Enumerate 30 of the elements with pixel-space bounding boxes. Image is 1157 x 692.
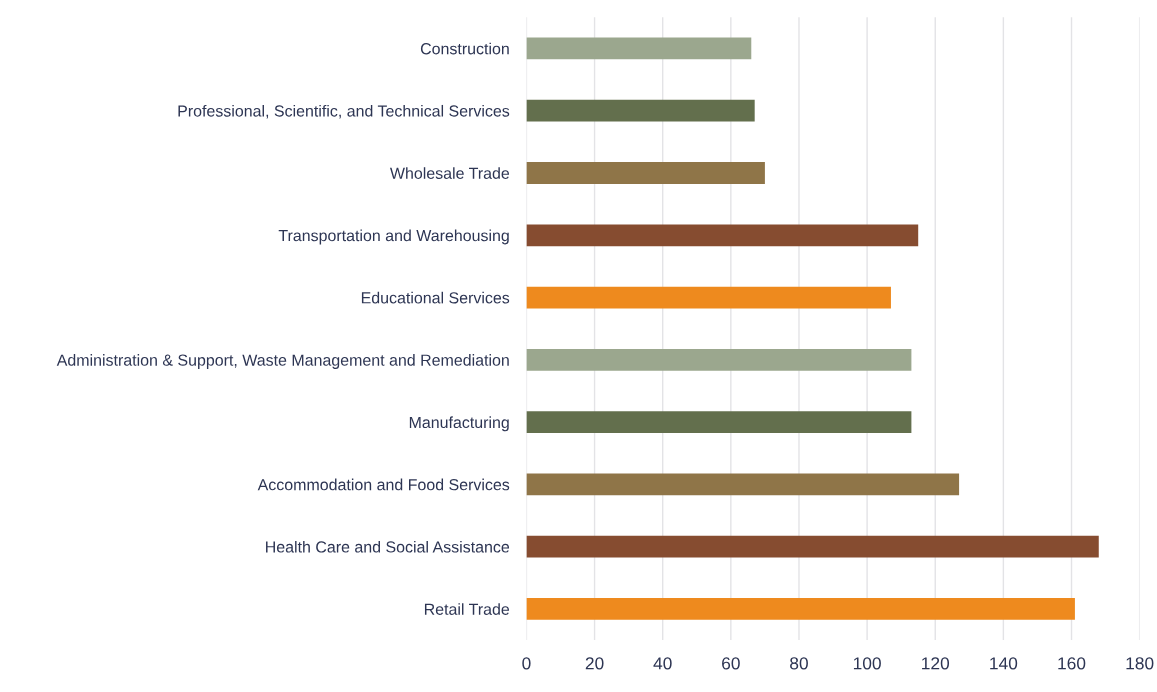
bar [526, 598, 1075, 620]
y-tick-label: Manufacturing [409, 416, 509, 432]
x-tick-label: 180 [1126, 657, 1154, 670]
x-tick-label: 100 [853, 657, 881, 670]
bar [526, 411, 912, 434]
x-tick-label: 0 [522, 657, 531, 670]
y-tick-label: Accommodation and Food Services [257, 478, 510, 491]
y-tick-label: Professional, Scientific, and Technical Services [178, 104, 510, 119]
bar [526, 535, 1099, 558]
bar [526, 37, 752, 60]
bar [526, 348, 912, 371]
x-tick-label: 20 [585, 657, 604, 670]
y-tick-label: Administration & Support, Waste Management and Remediation [56, 354, 509, 369]
bar [526, 286, 891, 309]
x-tick-label: 140 [990, 657, 1018, 670]
y-tick-label: Retail Trade [424, 603, 510, 615]
x-tick-label: 40 [653, 657, 672, 670]
bar [526, 224, 919, 247]
x-tick-label: 80 [790, 657, 808, 670]
y-tick-label: Health Care and Social Assistance [266, 540, 510, 553]
bar [526, 162, 765, 184]
y-tick-label: Transportation and Warehousing [278, 229, 509, 245]
x-tick-label: 60 [722, 657, 740, 670]
y-tick-label: Construction [420, 42, 509, 55]
y-tick-label: Educational Services [361, 291, 510, 304]
bar [526, 473, 960, 496]
y-tick-label: Wholesale Trade [389, 167, 510, 179]
x-tick-label: 160 [1058, 657, 1086, 670]
bar [526, 99, 755, 122]
x-tick-label: 120 [922, 657, 950, 670]
